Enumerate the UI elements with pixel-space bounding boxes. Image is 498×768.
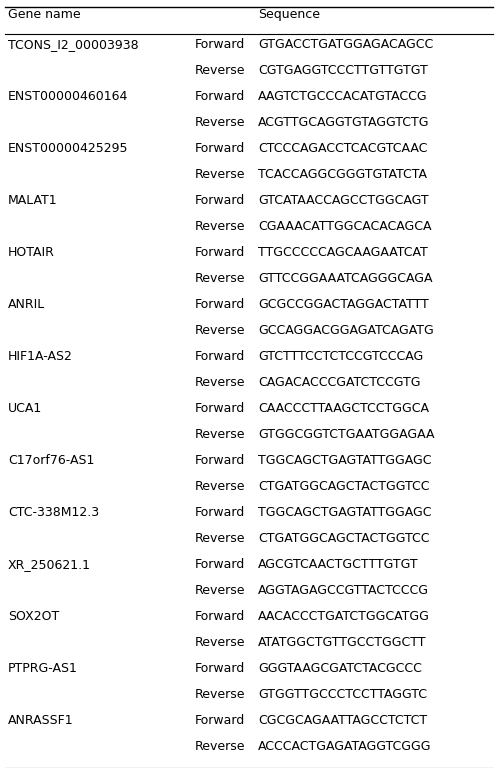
Text: Forward: Forward (195, 558, 245, 571)
Text: Forward: Forward (195, 246, 245, 259)
Text: GTGGTTGCCCTCCTTAGGTC: GTGGTTGCCCTCCTTAGGTC (258, 688, 427, 701)
Text: ANRASSF1: ANRASSF1 (8, 714, 74, 727)
Text: CAGACACCCGATCTCCGTG: CAGACACCCGATCTCCGTG (258, 376, 420, 389)
Text: TCACCAGGCGGGTGTATCTA: TCACCAGGCGGGTGTATCTA (258, 168, 427, 181)
Text: Forward: Forward (195, 506, 245, 519)
Text: GTTCCGGAAATCAGGGCAGA: GTTCCGGAAATCAGGGCAGA (258, 272, 432, 285)
Text: TGGCAGCTGAGTATTGGAGC: TGGCAGCTGAGTATTGGAGC (258, 454, 431, 467)
Text: Reverse: Reverse (195, 480, 246, 493)
Text: Forward: Forward (195, 402, 245, 415)
Text: Reverse: Reverse (195, 64, 246, 77)
Text: CTC-338M12.3: CTC-338M12.3 (8, 506, 99, 519)
Text: C17orf76-AS1: C17orf76-AS1 (8, 454, 95, 467)
Text: Reverse: Reverse (195, 428, 246, 441)
Text: Forward: Forward (195, 350, 245, 363)
Text: Reverse: Reverse (195, 272, 246, 285)
Text: CGTGAGGTCCCTTGTTGTGT: CGTGAGGTCCCTTGTTGTGT (258, 64, 428, 77)
Text: AACACCCTGATCTGGCATGG: AACACCCTGATCTGGCATGG (258, 610, 430, 623)
Text: CTGATGGCAGCTACTGGTCC: CTGATGGCAGCTACTGGTCC (258, 480, 429, 493)
Text: GCCAGGACGGAGATCAGATG: GCCAGGACGGAGATCAGATG (258, 324, 434, 337)
Text: Reverse: Reverse (195, 220, 246, 233)
Text: ATATGGCTGTTGCCTGGCTT: ATATGGCTGTTGCCTGGCTT (258, 636, 426, 649)
Text: Forward: Forward (195, 298, 245, 311)
Text: Reverse: Reverse (195, 636, 246, 649)
Text: Forward: Forward (195, 194, 245, 207)
Text: CTCCCAGACCTCACGTCAAC: CTCCCAGACCTCACGTCAAC (258, 142, 427, 155)
Text: Reverse: Reverse (195, 324, 246, 337)
Text: Gene name: Gene name (8, 8, 81, 21)
Text: TGGCAGCTGAGTATTGGAGC: TGGCAGCTGAGTATTGGAGC (258, 506, 431, 519)
Text: Reverse: Reverse (195, 584, 246, 597)
Text: CGAAACATTGGCACACAGCA: CGAAACATTGGCACACAGCA (258, 220, 431, 233)
Text: ACGTTGCAGGTGTAGGTCTG: ACGTTGCAGGTGTAGGTCTG (258, 116, 429, 129)
Text: Sequence: Sequence (258, 8, 320, 21)
Text: Reverse: Reverse (195, 168, 246, 181)
Text: AGGTAGAGCCGTTACTCCCG: AGGTAGAGCCGTTACTCCCG (258, 584, 429, 597)
Text: MALAT1: MALAT1 (8, 194, 58, 207)
Text: Forward: Forward (195, 38, 245, 51)
Text: HOTAIR: HOTAIR (8, 246, 55, 259)
Text: GTGACCTGATGGAGACAGCC: GTGACCTGATGGAGACAGCC (258, 38, 433, 51)
Text: GTGGCGGTCTGAATGGAGAA: GTGGCGGTCTGAATGGAGAA (258, 428, 434, 441)
Text: ACCCACTGAGATAGGTCGGG: ACCCACTGAGATAGGTCGGG (258, 740, 431, 753)
Text: Reverse: Reverse (195, 116, 246, 129)
Text: Forward: Forward (195, 142, 245, 155)
Text: Reverse: Reverse (195, 688, 246, 701)
Text: Forward: Forward (195, 610, 245, 623)
Text: ENST00000425295: ENST00000425295 (8, 142, 128, 155)
Text: TTGCCCCCAGCAAGAATCAT: TTGCCCCCAGCAAGAATCAT (258, 246, 428, 259)
Text: Forward: Forward (195, 454, 245, 467)
Text: Forward: Forward (195, 714, 245, 727)
Text: Reverse: Reverse (195, 740, 246, 753)
Text: CAACCCTTAAGCTCCTGGCA: CAACCCTTAAGCTCCTGGCA (258, 402, 429, 415)
Text: Reverse: Reverse (195, 532, 246, 545)
Text: GCGCCGGACTAGGACTATTT: GCGCCGGACTAGGACTATTT (258, 298, 429, 311)
Text: AGCGTCAACTGCTTTGTGT: AGCGTCAACTGCTTTGTGT (258, 558, 419, 571)
Text: CGCGCAGAATTAGCCTCTCT: CGCGCAGAATTAGCCTCTCT (258, 714, 427, 727)
Text: HIF1A-AS2: HIF1A-AS2 (8, 350, 73, 363)
Text: PTPRG-AS1: PTPRG-AS1 (8, 662, 78, 675)
Text: ENST00000460164: ENST00000460164 (8, 90, 128, 103)
Text: ANRIL: ANRIL (8, 298, 45, 311)
Text: AAGTCTGCCCACATGTACCG: AAGTCTGCCCACATGTACCG (258, 90, 428, 103)
Text: CTGATGGCAGCTACTGGTCC: CTGATGGCAGCTACTGGTCC (258, 532, 429, 545)
Text: Forward: Forward (195, 662, 245, 675)
Text: TCONS_I2_00003938: TCONS_I2_00003938 (8, 38, 138, 51)
Text: GTCTTTCCTCTCCGTCCCAG: GTCTTTCCTCTCCGTCCCAG (258, 350, 423, 363)
Text: GTCATAACCAGCCTGGCAGT: GTCATAACCAGCCTGGCAGT (258, 194, 429, 207)
Text: XR_250621.1: XR_250621.1 (8, 558, 91, 571)
Text: Forward: Forward (195, 90, 245, 103)
Text: Reverse: Reverse (195, 376, 246, 389)
Text: GGGTAAGCGATCTACGCCC: GGGTAAGCGATCTACGCCC (258, 662, 422, 675)
Text: UCA1: UCA1 (8, 402, 42, 415)
Text: SOX2OT: SOX2OT (8, 610, 59, 623)
